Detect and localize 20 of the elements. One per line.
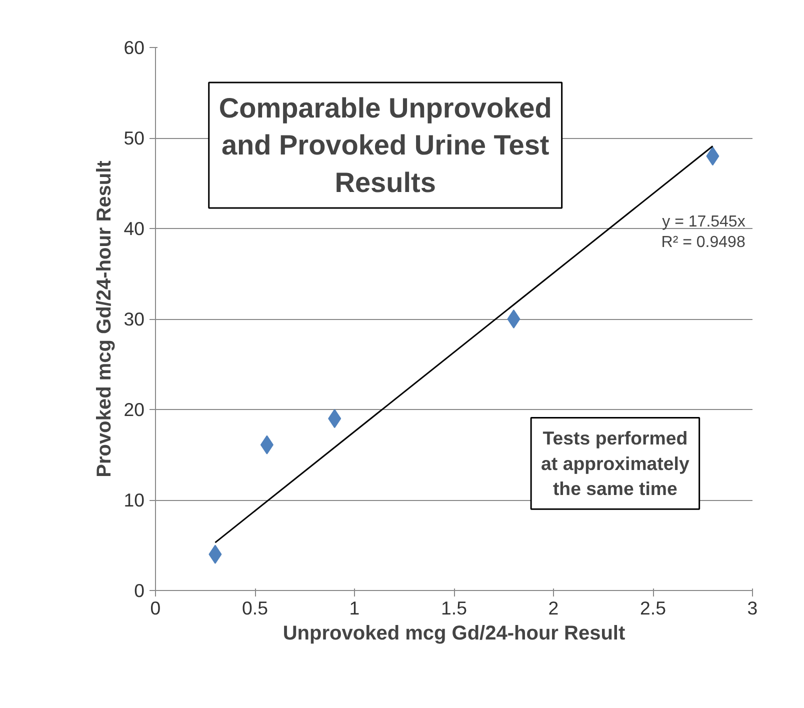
x-tick-label: 2 bbox=[548, 598, 559, 618]
text: Comparable Unprovoked and Provoked Urine Test Results bbox=[218, 92, 552, 198]
y-tick-label: 20 bbox=[124, 399, 145, 420]
y-tick-label: 30 bbox=[124, 308, 145, 330]
y-tick-label: 10 bbox=[124, 490, 145, 510]
x-tick-label: 2.5 bbox=[640, 598, 666, 618]
y-tick-label: 40 bbox=[124, 218, 145, 239]
annotation: Tests performed at approximately the same time bbox=[541, 428, 690, 500]
x-tick-label: 0.5 bbox=[242, 598, 268, 618]
x-tick-label: 1.5 bbox=[441, 598, 467, 618]
annotation: y = 17.545x R² = 0.9498 bbox=[661, 213, 746, 251]
y-axis-title: Provoked mcg Gd/24-hour Result bbox=[94, 160, 116, 478]
x-axis-title: Unprovoked mcg Gd/24-hour Result bbox=[282, 622, 626, 644]
y-tick-label: 0 bbox=[134, 580, 145, 601]
x-tick-label: 3 bbox=[747, 598, 758, 618]
point bbox=[507, 310, 520, 328]
x-tick-label: 0 bbox=[150, 598, 161, 618]
x-tick-label: 1 bbox=[349, 598, 360, 618]
y-tick-label: 50 bbox=[124, 128, 145, 148]
y-tick-label: 60 bbox=[124, 37, 145, 58]
